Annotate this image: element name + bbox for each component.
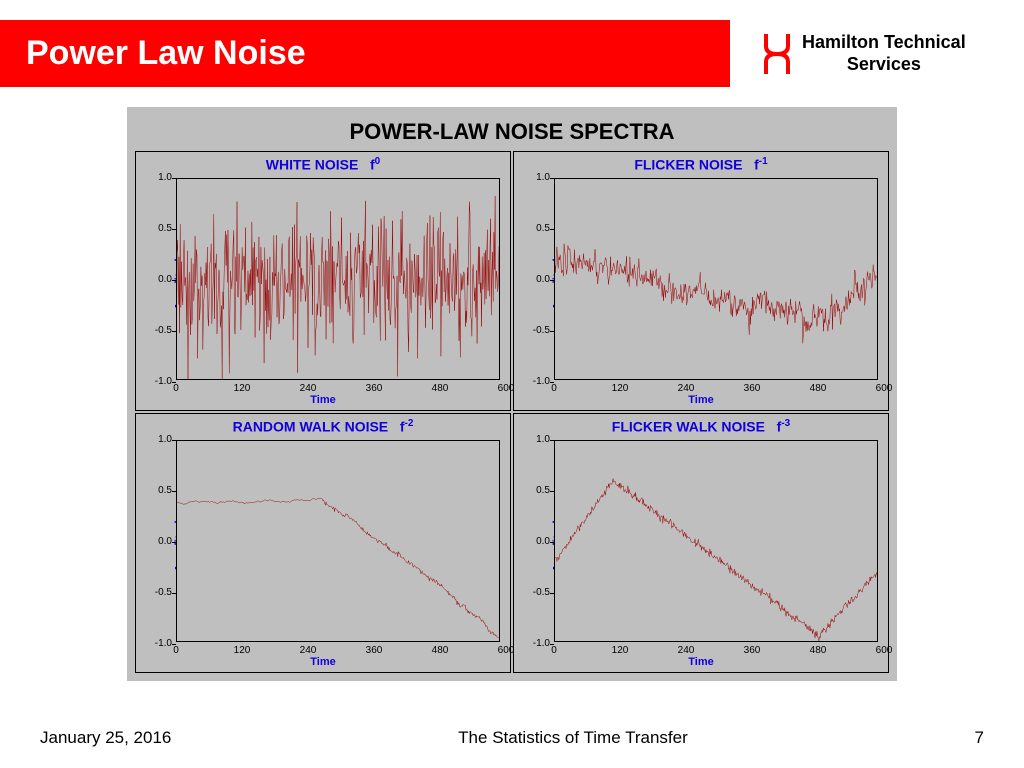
y-tick: 1.0 [144,172,172,183]
chart-main-title: POWER-LAW NOISE SPECTRA [135,115,889,151]
panel-title: WHITE NOISE f0 [136,152,510,174]
x-tick: 480 [803,383,833,394]
x-tick: 120 [227,645,257,656]
plot-area [176,178,500,380]
y-tick: -0.5 [522,325,550,336]
chart-panel-1: FLICKER NOISE f-1AmplitudeTime-1.0-0.50.… [513,151,889,411]
y-tick: 0.0 [522,274,550,285]
footer-page: 7 [975,728,984,748]
panel-title: RANDOM WALK NOISE f-2 [136,414,510,436]
footer-subtitle: The Statistics of Time Transfer [458,728,688,748]
y-tick: 1.0 [522,434,550,445]
plot-area [554,178,878,380]
x-axis-label: Time [688,394,713,406]
company-name: Hamilton Technical Services [802,32,966,75]
x-tick: 120 [605,645,635,656]
logo-area: Hamilton Technical Services [760,32,966,76]
x-tick: 360 [359,645,389,656]
panel-title: FLICKER WALK NOISE f-3 [514,414,888,436]
plot-area [176,440,500,642]
slide-footer: January 25, 2016 The Statistics of Time … [0,728,1024,748]
y-tick: 0.0 [522,536,550,547]
noise-line [177,441,499,641]
x-tick: 0 [161,383,191,394]
x-axis-label: Time [310,656,335,668]
noise-line [555,179,877,379]
x-tick: 600 [869,645,899,656]
y-tick: 0.5 [522,223,550,234]
panel-title: FLICKER NOISE f-1 [514,152,888,174]
x-tick: 0 [161,645,191,656]
x-tick: 360 [737,383,767,394]
plot-box [554,178,878,380]
x-tick: 480 [425,383,455,394]
y-tick: -0.5 [522,587,550,598]
x-tick: 240 [671,383,701,394]
x-axis-label: Time [688,656,713,668]
x-tick: 600 [869,383,899,394]
x-tick: 360 [359,383,389,394]
x-tick: 240 [293,645,323,656]
noise-line [177,179,499,379]
y-tick: 0.0 [144,536,172,547]
x-tick: 480 [803,645,833,656]
x-tick: 360 [737,645,767,656]
company-line2: Services [802,54,966,76]
x-tick: 120 [605,383,635,394]
x-tick: 0 [539,383,569,394]
plot-box [176,440,500,642]
x-axis-label: Time [310,394,335,406]
chart-panel-3: FLICKER WALK NOISE f-3AmplitudeTime-1.0-… [513,413,889,673]
slide-title: Power Law Noise [26,34,306,72]
x-tick: 240 [671,645,701,656]
chart-grid: WHITE NOISE f0AmplitudeTime-1.0-0.50.00.… [135,151,889,673]
y-tick: 0.0 [144,274,172,285]
chart-panel-0: WHITE NOISE f0AmplitudeTime-1.0-0.50.00.… [135,151,511,411]
y-tick: -0.5 [144,587,172,598]
chart-panel-2: RANDOM WALK NOISE f-2AmplitudeTime-1.0-0… [135,413,511,673]
y-tick: 0.5 [144,485,172,496]
y-tick: 0.5 [144,223,172,234]
plot-box [554,440,878,642]
plot-box [176,178,500,380]
footer-date: January 25, 2016 [40,728,171,748]
x-tick: 0 [539,645,569,656]
y-tick: 0.5 [522,485,550,496]
y-tick: 1.0 [522,172,550,183]
title-bar: Power Law Noise [0,20,730,87]
x-tick: 120 [227,383,257,394]
y-tick: -0.5 [144,325,172,336]
plot-area [554,440,878,642]
hamilton-logo-icon [760,32,794,76]
noise-line [555,441,877,641]
chart-container: POWER-LAW NOISE SPECTRA WHITE NOISE f0Am… [127,107,897,681]
slide-header: Power Law Noise Hamilton Technical Servi… [0,0,1024,87]
company-line1: Hamilton Technical [802,32,966,54]
x-tick: 240 [293,383,323,394]
x-tick: 480 [425,645,455,656]
y-tick: 1.0 [144,434,172,445]
